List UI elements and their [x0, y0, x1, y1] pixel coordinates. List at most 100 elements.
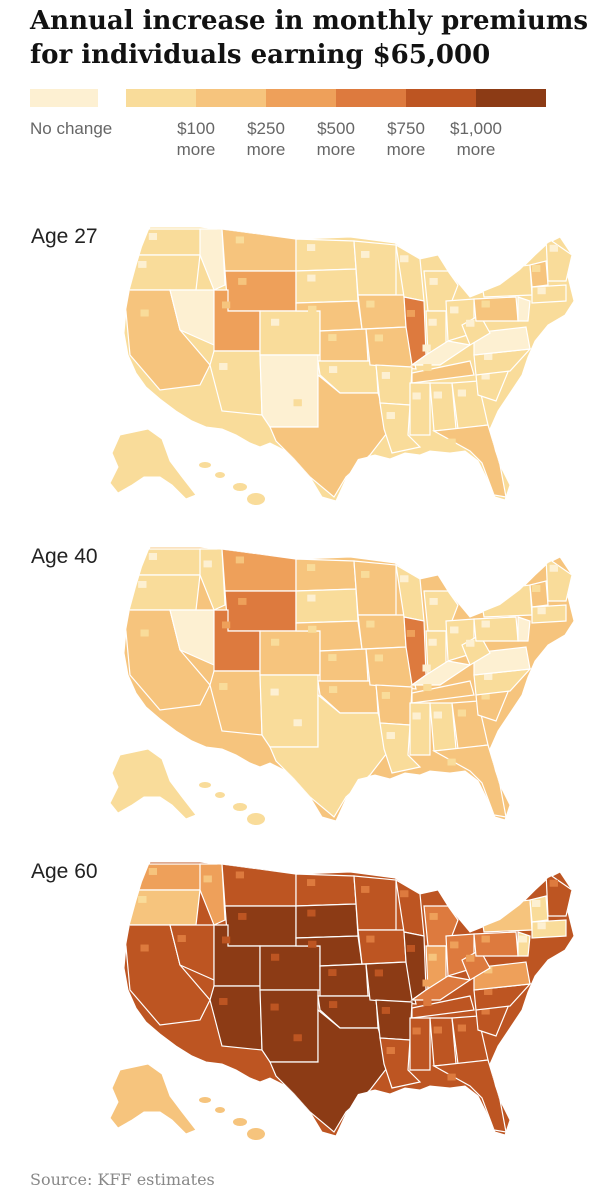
state-region — [124, 574, 201, 611]
legend-swatch-750 — [336, 89, 406, 107]
county-patch — [270, 368, 279, 376]
county-patch — [450, 306, 459, 314]
legend-label-750: $750 more — [371, 118, 441, 160]
legend-unit-250: more — [246, 140, 286, 159]
county-patch — [489, 590, 498, 597]
state-region — [409, 702, 431, 756]
county-patch — [428, 318, 437, 326]
age-label-27: Age 27 — [31, 225, 98, 248]
hawaii-island — [247, 813, 265, 825]
hawaii-island — [199, 782, 211, 788]
county-patch — [328, 654, 337, 661]
county-patch — [532, 900, 541, 907]
title-line-1: Annual increase in monthly premiums — [30, 6, 588, 36]
county-patch — [532, 265, 541, 272]
state-region — [517, 931, 531, 957]
legend-amount-750: $750 — [387, 119, 425, 138]
county-patch — [328, 969, 337, 976]
county-patch — [148, 553, 157, 560]
county-patch — [412, 1027, 421, 1035]
state-region — [221, 228, 297, 272]
county-patch — [235, 556, 244, 564]
county-patch — [481, 300, 490, 308]
county-patch — [518, 300, 527, 308]
county-patch — [484, 353, 493, 360]
state-region — [295, 873, 357, 907]
state-region — [531, 604, 567, 624]
county-patch — [481, 1007, 490, 1015]
hawaii-island — [199, 462, 211, 468]
county-patch — [381, 1007, 390, 1014]
county-patch — [484, 988, 493, 995]
legend-label-no-change: No change — [30, 119, 113, 138]
state-region — [259, 354, 319, 428]
state-region — [531, 284, 567, 304]
legend-unit-1000: more — [456, 140, 496, 159]
county-patch — [308, 305, 317, 313]
county-patch — [400, 890, 409, 898]
county-patch — [329, 1001, 338, 1008]
us-map-age-60 — [109, 861, 575, 1140]
state-region — [529, 895, 549, 923]
state-region — [357, 614, 407, 650]
county-patch — [148, 233, 157, 240]
state-region — [269, 373, 391, 498]
state-region — [269, 1008, 391, 1133]
county-patch — [484, 673, 493, 680]
county-patch — [238, 598, 247, 605]
color-legend: No change $100 more $250 more $500 more … — [30, 89, 550, 159]
county-patch — [429, 913, 438, 920]
county-patch — [293, 399, 302, 407]
state-region — [259, 989, 319, 1063]
county-patch — [450, 626, 459, 634]
county-patch — [433, 711, 442, 719]
county-patch — [386, 732, 395, 739]
county-patch — [361, 886, 370, 893]
county-patch — [406, 945, 415, 952]
county-patch — [307, 879, 316, 886]
county-patch — [222, 301, 231, 309]
state-region — [319, 648, 369, 682]
county-patch — [271, 638, 280, 646]
county-patch — [293, 719, 302, 727]
legend-label-1000: $1,000 more — [441, 118, 511, 160]
hawaii-island — [233, 1118, 247, 1126]
state-region — [479, 584, 533, 618]
state-region — [259, 674, 319, 748]
legend-swatch-100 — [126, 89, 196, 107]
county-patch — [532, 585, 541, 592]
legend-label-500: $500 more — [301, 118, 371, 160]
county-patch — [329, 686, 338, 693]
county-patch — [307, 909, 316, 917]
county-patch — [177, 620, 186, 627]
county-patch — [203, 240, 212, 248]
state-region — [221, 863, 297, 907]
county-patch — [307, 564, 316, 571]
hawaii-island — [215, 792, 225, 798]
source-note: Source: KFF estimates — [30, 1170, 215, 1189]
county-patch — [433, 1026, 442, 1034]
state-group — [124, 548, 573, 818]
county-patch — [308, 940, 317, 948]
county-patch — [374, 334, 383, 342]
state-region — [135, 228, 206, 256]
county-patch — [489, 590, 498, 597]
state-region — [411, 995, 475, 1019]
age-label-60: Age 60 — [31, 860, 98, 883]
county-patch — [177, 300, 186, 307]
state-group — [124, 863, 573, 1133]
state-region — [295, 268, 359, 304]
map-age-60: Age 60 — [0, 850, 601, 1150]
state-region — [135, 548, 206, 576]
state-region — [353, 875, 397, 931]
county-patch — [518, 935, 527, 943]
county-patch — [457, 389, 466, 397]
county-patch — [484, 331, 493, 339]
county-patch — [400, 255, 409, 263]
state-region — [259, 945, 321, 991]
county-patch — [537, 922, 546, 930]
legend-unit-100: more — [176, 140, 216, 159]
county-patch — [412, 392, 421, 400]
county-patch — [366, 620, 375, 628]
county-patch — [489, 905, 498, 912]
